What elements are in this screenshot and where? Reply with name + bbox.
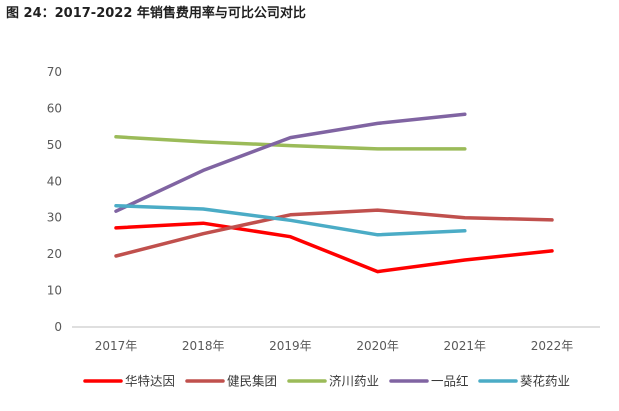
x-tick-label: 2018年 <box>182 339 225 353</box>
series-line <box>114 203 467 237</box>
y-tick-label: 0 <box>54 320 62 334</box>
y-axis-tick-labels: 0 10 20 30 40 50 60 70 <box>47 65 62 334</box>
y-tick-label: 20 <box>47 247 62 261</box>
x-tick-label: 2020年 <box>356 339 399 353</box>
legend-label: 济川药业 <box>329 374 379 389</box>
y-tick-label: 70 <box>47 65 62 79</box>
y-tick-label: 10 <box>47 284 62 298</box>
legend-label: 健民集团 <box>227 374 277 389</box>
series-line <box>114 112 467 213</box>
y-tick-label: 50 <box>47 138 62 152</box>
x-axis-tick-labels: 2017年 2018年 2019年 2020年 2021年 2022年 <box>95 339 574 353</box>
series-line <box>114 221 554 274</box>
x-tick-label: 2022年 <box>531 339 574 353</box>
x-tick-label: 2019年 <box>269 339 312 353</box>
legend-label: 一品红 <box>431 374 469 389</box>
x-tick-label: 2017年 <box>95 339 138 353</box>
legend-label: 华特达因 <box>125 374 175 389</box>
series-line <box>114 135 467 151</box>
legend-label: 葵花药业 <box>520 374 570 389</box>
y-tick-label: 60 <box>47 101 62 115</box>
x-tick-label: 2021年 <box>444 339 487 353</box>
legend: 华特达因 健民集团 济川药业 一品红 葵花药业 <box>83 374 570 389</box>
series-lines <box>114 112 554 274</box>
figure-title: 图 24：2017-2022 年销售费用率与可比公司对比 <box>6 6 306 21</box>
series-line <box>114 208 554 258</box>
y-tick-label: 30 <box>47 211 62 225</box>
y-tick-label: 40 <box>47 174 62 188</box>
